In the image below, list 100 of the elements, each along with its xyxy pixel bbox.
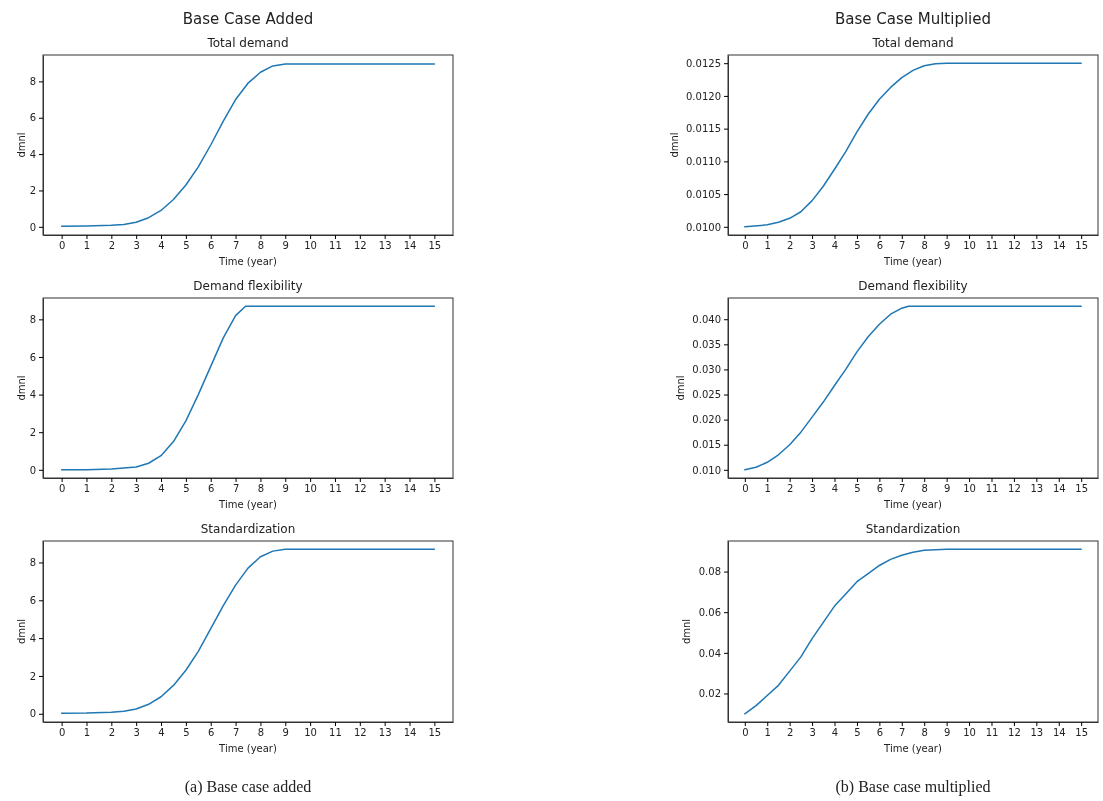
x-tick-label: 3 (133, 240, 140, 252)
y-axis-title: dmnl (15, 375, 27, 401)
y-tick-label: 2 (29, 185, 36, 197)
x-tick-label: 3 (809, 483, 816, 495)
x-tick-label: 1 (83, 727, 91, 739)
x-tick-label: 11 (329, 240, 342, 252)
x-tick-label: 4 (831, 727, 839, 739)
y-tick-label: 0.0100 (686, 221, 721, 233)
x-tick-label: 2 (786, 483, 794, 495)
y-axis-title: dmnl (675, 375, 686, 401)
y-tick-label: 0.0105 (686, 188, 721, 200)
x-tick-label: 15 (428, 727, 442, 739)
y-tick-label: 6 (29, 594, 36, 606)
y-axis-title: dmnl (668, 132, 680, 158)
x-tick-label: 7 (899, 483, 906, 495)
x-tick-label: 4 (831, 483, 839, 495)
chart-subtitle: Total demand (206, 36, 289, 50)
y-tick-label: 0.02 (698, 688, 721, 700)
x-tick-label: 13 (378, 483, 392, 495)
line-series (60, 63, 436, 228)
x-tick-label: 4 (158, 240, 165, 252)
chart-subtitle: Standardization (200, 522, 296, 536)
x-tick-label: 7 (899, 240, 906, 252)
x-tick-label: 0 (742, 240, 749, 252)
x-tick-label: 10 (304, 727, 317, 739)
x-tick-label: 12 (1008, 727, 1021, 739)
x-tick-label: 4 (158, 727, 165, 739)
x-tick-label: 2 (786, 240, 794, 252)
x-tick-label: 12 (353, 483, 367, 495)
x-tick-label: 1 (83, 240, 91, 252)
x-tick-label: 7 (232, 727, 240, 739)
x-tick-label: 14 (1052, 240, 1066, 252)
x-axis-title: Time (year) (883, 743, 942, 754)
chart-title: Base Case Added (182, 10, 314, 28)
x-tick-label: 4 (831, 240, 839, 252)
x-tick-label: 9 (943, 483, 951, 495)
x-tick-label: 14 (403, 727, 417, 739)
x-tick-label: 13 (1030, 240, 1044, 252)
y-tick-label: 2 (29, 670, 36, 682)
text: (a) Base case added (184, 778, 312, 796)
x-axis-title: Time (year) (218, 743, 277, 754)
y-tick-label: 8 (29, 76, 36, 88)
chart-subtitle: Demand flexibility (858, 279, 968, 293)
x-tick-label: 6 (208, 483, 215, 495)
x-tick-label: 9 (282, 240, 289, 252)
x-tick-label: 5 (854, 483, 861, 495)
x-tick-label: 10 (963, 483, 976, 495)
line-series (744, 548, 1082, 715)
x-tick-label: 0 (742, 483, 749, 495)
y-axis-title: dmnl (681, 618, 693, 645)
x-tick-label: 12 (1008, 483, 1021, 495)
y-tick-label: 0.015 (692, 439, 721, 451)
y-tick-label: 0.030 (692, 364, 721, 376)
chart-title: Base Case Multiplied (834, 10, 992, 28)
x-tick-label: 10 (963, 240, 976, 252)
x-tick-label: 11 (985, 483, 999, 495)
x-tick-label: 12 (353, 727, 367, 739)
y-tick-label: 0.035 (692, 339, 721, 351)
x-tick-label: 10 (304, 483, 317, 495)
x-tick-label: 1 (764, 727, 771, 739)
chart-subtitle: Demand flexibility (193, 279, 303, 293)
x-tick-label: 11 (985, 240, 999, 252)
y-axis-title: dmnl (15, 132, 27, 158)
x-tick-label: 13 (378, 727, 392, 739)
x-tick-label: 5 (854, 240, 861, 252)
x-axis-title: Time (year) (883, 256, 942, 267)
x-tick-label: 8 (257, 483, 265, 495)
x-tick-label: 9 (943, 240, 951, 252)
x-tick-label: 9 (943, 727, 951, 739)
x-tick-label: 6 (208, 240, 215, 252)
x-tick-label: 11 (329, 483, 342, 495)
x-axis-title: Time (year) (218, 499, 277, 510)
x-tick-label: 5 (854, 727, 861, 739)
x-tick-label: 15 (1075, 727, 1089, 739)
y-tick-label: 8 (29, 314, 36, 326)
x-tick-label: 3 (133, 483, 140, 495)
x-tick-label: 15 (428, 240, 442, 252)
y-tick-label: 0.0110 (686, 156, 721, 168)
x-tick-label: 0 (58, 240, 66, 252)
x-tick-label: 1 (764, 240, 771, 252)
x-tick-label: 14 (1052, 727, 1066, 739)
x-tick-label: 0 (58, 727, 66, 739)
line-series (60, 548, 436, 714)
line-series (744, 62, 1082, 228)
y-tick-label: 0 (29, 221, 36, 233)
x-tick-label: 10 (963, 727, 976, 739)
y-tick-label: 0 (29, 708, 36, 720)
x-tick-label: 12 (353, 240, 367, 252)
x-tick-label: 5 (183, 483, 190, 495)
x-tick-label: 6 (876, 483, 884, 495)
y-tick-label: 6 (29, 351, 36, 363)
x-tick-label: 8 (921, 483, 928, 495)
x-tick-label: 14 (403, 483, 417, 495)
x-tick-label: 7 (232, 240, 240, 252)
y-tick-label: 0.0125 (686, 57, 721, 69)
x-tick-label: 6 (208, 727, 215, 739)
x-tick-label: 5 (183, 727, 190, 739)
y-tick-label: 0.025 (692, 389, 721, 401)
y-tick-label: 0.040 (692, 313, 721, 325)
x-tick-label: 10 (304, 240, 317, 252)
